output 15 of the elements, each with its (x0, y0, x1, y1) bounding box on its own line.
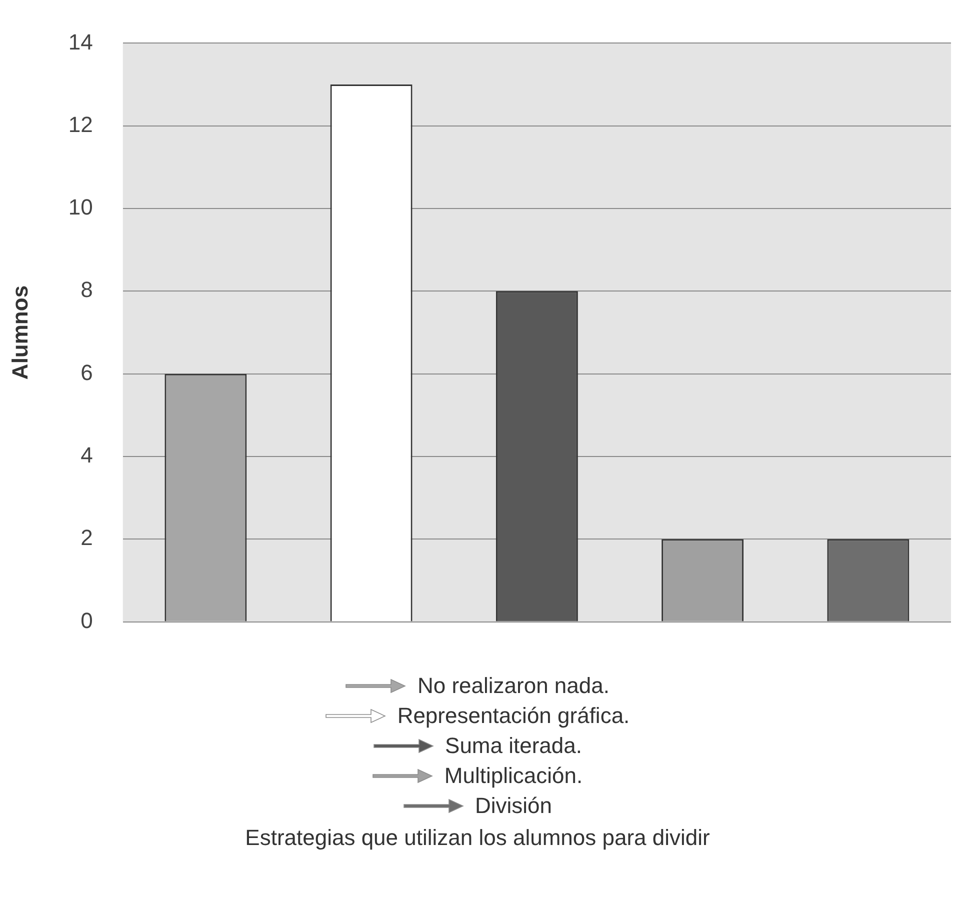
y-tick-label: 4 (80, 442, 93, 468)
y-tick-label: 10 (68, 194, 93, 220)
y-tick-label: 14 (68, 29, 93, 54)
y-tick-label: 6 (80, 360, 93, 385)
legend-label: Representación gráfica. (397, 703, 630, 729)
y-tick-label: 8 (80, 277, 93, 302)
text: Estrategias que utilizan los alumnos para dividir (244, 825, 711, 851)
y-tick-label: 12 (68, 112, 93, 137)
legend-label: Multiplicación. (444, 763, 583, 789)
y-tick-label: 0 (80, 608, 93, 633)
legend-label: No realizaron nada. (417, 673, 610, 699)
legend-label: División (474, 793, 552, 819)
legend-label: Suma iterada. (445, 733, 582, 759)
y-tick-label: 2 (80, 525, 93, 550)
y-axis-title: Alumnos (7, 285, 32, 380)
